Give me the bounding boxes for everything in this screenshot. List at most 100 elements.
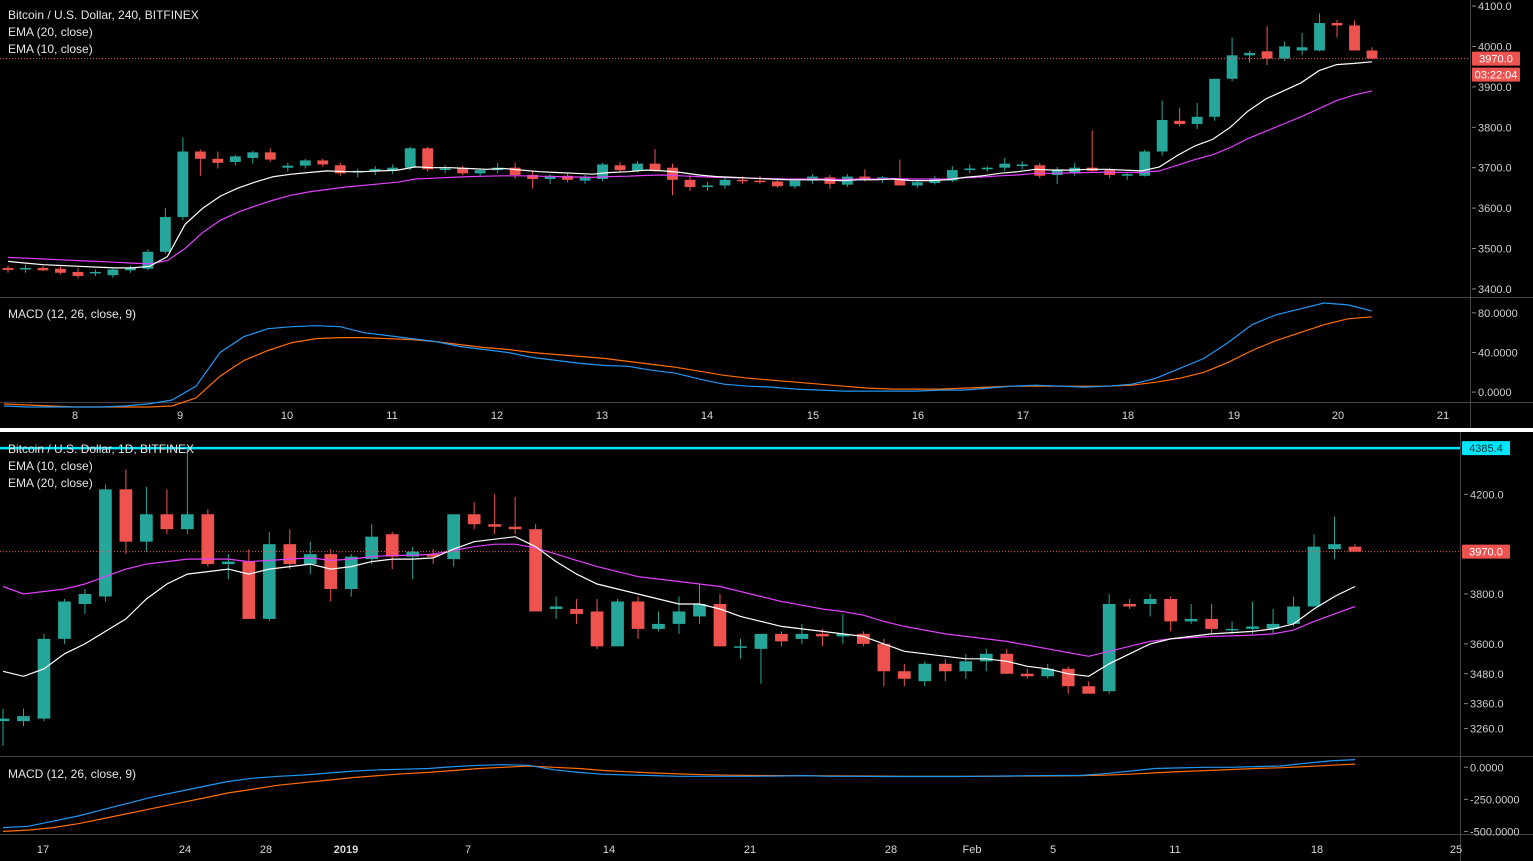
bottom-candle-body: [1082, 686, 1096, 694]
top-candle-body: [894, 179, 906, 186]
top-candle-body: [1191, 116, 1203, 125]
top-candle-body: [212, 158, 224, 163]
top-candle-body: [999, 163, 1011, 168]
bottom-candle-body: [631, 601, 645, 629]
bottom-candle-body: [1307, 546, 1321, 607]
top-candle-body: [439, 168, 451, 170]
top-date-label: 10: [281, 410, 293, 422]
bottom-candle-body: [324, 554, 338, 590]
bottom-candle-body: [1287, 606, 1300, 624]
bottom-candle-body: [221, 561, 235, 565]
top-candle-body: [911, 182, 923, 186]
top-candle-body: [474, 170, 486, 174]
top-macd-title: MACD (12, 26, close, 9): [8, 307, 137, 321]
bottom-candle-body: [406, 551, 420, 557]
top-candle-body: [946, 170, 958, 181]
top-date-label: 21: [1437, 410, 1449, 422]
top-countdown-tag: [1472, 67, 1520, 82]
top-macd-signal-line: [3, 316, 1373, 408]
bottom-candle-body: [447, 514, 461, 560]
bottom-candle-body: [959, 661, 973, 672]
bottom-candle-body: [836, 633, 850, 637]
bottom-candle-body: [508, 526, 522, 530]
bottom-macd-axis-tick-label: -500.0000: [1470, 826, 1520, 838]
top-candle-body: [159, 216, 171, 252]
top-candle-body: [20, 267, 31, 270]
top-candle-body: [124, 267, 136, 271]
top-candle-body: [789, 180, 801, 187]
bottom-date-label: 28: [260, 844, 272, 856]
top-ema-fast-label: EMA (10, close): [8, 42, 93, 56]
top-candle-body: [1331, 23, 1343, 26]
bottom-candle-body: [37, 638, 51, 719]
bottom-chart-title: Bitcoin / U.S. Dollar, 1D, BITFINEX: [8, 442, 195, 456]
top-candle-body: [1366, 50, 1378, 59]
top-candle-body: [2, 267, 14, 270]
bottom-candle-body: [611, 601, 624, 647]
bottom-macd-signal-line: [2, 763, 1356, 832]
top-candle-body: [737, 179, 748, 182]
bottom-candle-body: [17, 716, 30, 722]
bottom-candle-body: [1123, 603, 1137, 607]
top-price-axis-tick-label: 4000.0: [1478, 41, 1512, 53]
top-candle-body: [90, 271, 101, 274]
top-candle-body: [579, 176, 591, 181]
bottom-ema-fast-label: EMA (10, close): [8, 459, 93, 473]
bottom-candle-body: [795, 633, 809, 639]
bottom-price-axis-tick-label: 3800.0: [1470, 589, 1504, 601]
top-candle-body: [422, 148, 434, 170]
bottom-date-label: 14: [603, 844, 615, 856]
top-ema-fast-line: [7, 61, 1373, 269]
chart-divider: [0, 428, 1533, 432]
bottom-ema-slow-line: [2, 543, 1356, 657]
bottom-candle-body: [201, 514, 215, 565]
bottom-candle-body: [652, 623, 665, 629]
bottom-candle-body: [160, 514, 174, 530]
bottom-candle-body: [385, 534, 399, 557]
bottom-candle-body: [1266, 623, 1280, 629]
top-candle-body: [72, 271, 84, 276]
top-candle-body: [929, 179, 941, 184]
top-date-label: 15: [807, 410, 819, 422]
top-date-label: 20: [1332, 410, 1344, 422]
top-candle-body: [509, 167, 521, 175]
bottom-price-axis-tick-label: 4200.0: [1470, 489, 1504, 501]
bottom-candle-body: [918, 663, 932, 682]
bottom-candle-body: [426, 554, 440, 557]
top-date-label: 17: [1017, 410, 1029, 422]
bottom-candle-body: [1102, 603, 1116, 692]
bottom-candle-body: [242, 561, 256, 619]
top-candle-body: [1051, 169, 1063, 175]
top-candle-body: [1296, 47, 1308, 51]
bottom-candle-body: [713, 603, 727, 647]
top-price-axis-tick-label: 3900.0: [1478, 82, 1512, 94]
top-macd-line: [3, 302, 1373, 408]
bottom-candle-body: [754, 633, 768, 649]
bottom-date-label: 7: [465, 844, 471, 856]
top-ema-slow-label: EMA (20, close): [8, 25, 93, 39]
top-date-label: 14: [701, 410, 713, 422]
top-candle-body: [177, 151, 189, 217]
top-candle-body: [1314, 23, 1325, 51]
top-candle-body: [1226, 55, 1238, 79]
bottom-price-axis-tick-label: 3360.0: [1470, 699, 1504, 711]
top-candle-body: [859, 176, 871, 179]
top-date-label: 18: [1122, 410, 1134, 422]
bottom-candle-body: [488, 524, 501, 527]
bottom-date-label: 28: [885, 844, 897, 856]
bottom-date-label: 2019: [334, 844, 358, 856]
top-candle-body: [142, 251, 154, 269]
bottom-date-label: 11: [1169, 844, 1180, 856]
top-last-price-tag: [1472, 51, 1520, 66]
top-candle-body: [282, 165, 294, 168]
bottom-candle-body: [570, 608, 583, 614]
bottom-date-label: 5: [1050, 844, 1056, 856]
top-candle-body: [1349, 25, 1360, 51]
top-date-label: 19: [1228, 410, 1240, 422]
bottom-candle-body: [1205, 618, 1218, 629]
top-macd-legend: MACD (12, 26, close, 9): [8, 306, 136, 323]
bottom-candle-body: [467, 514, 481, 525]
top-last-price-label: 3970.0: [1479, 54, 1513, 66]
top-candle-body: [457, 168, 469, 174]
